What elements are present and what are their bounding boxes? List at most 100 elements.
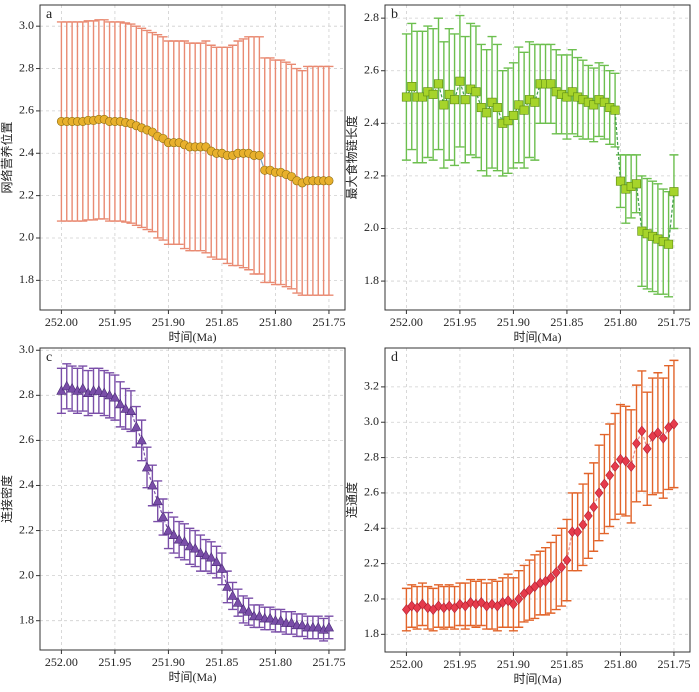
marker (509, 598, 518, 610)
marker (626, 460, 636, 472)
marker (195, 547, 206, 557)
x-tick-label: 251.95 (443, 657, 476, 671)
x-tick-label: 251.85 (205, 315, 238, 329)
x-tick-label: 252.00 (390, 315, 423, 329)
marker (131, 421, 142, 431)
marker (115, 398, 126, 409)
x-tick-label: 251.80 (604, 315, 637, 329)
marker (417, 92, 427, 102)
marker (551, 566, 561, 578)
marker (254, 150, 264, 160)
y-tick-label: 2.8 (364, 10, 379, 24)
x-tick-label: 251.75 (657, 315, 690, 329)
marker (530, 97, 540, 107)
plot-area (385, 5, 690, 310)
y-tick-label: 2.6 (364, 485, 379, 499)
x-tick-label: 251.95 (443, 315, 476, 329)
x-tick-label: 251.80 (259, 315, 292, 329)
marker (434, 79, 444, 89)
marker (286, 617, 297, 627)
marker (460, 95, 470, 105)
x-tick-label: 252.00 (45, 655, 78, 669)
y-axis-label: 连接密度 (0, 475, 14, 523)
panel: 252.00 251.95 251.90 251.85 251.80 251.75 1.8 2… (344, 4, 691, 344)
y-tick-label: 2.2 (364, 168, 379, 182)
marker (99, 387, 110, 397)
y-tick-label: 2.4 (19, 477, 34, 491)
y-tick-label: 2.2 (19, 187, 34, 201)
x-tick-label: 251.80 (604, 657, 637, 671)
x-tick-label: 251.90 (152, 655, 185, 669)
y-tick-label: 2.2 (19, 522, 34, 536)
x-axis-label: 时间(Ma) (169, 330, 217, 344)
x-tick-label: 251.75 (312, 315, 345, 329)
marker (323, 621, 335, 632)
marker (503, 116, 513, 126)
y-tick-label: 2.6 (19, 432, 34, 446)
y-tick-label: 2.8 (19, 60, 34, 74)
marker (567, 87, 577, 97)
marker (174, 533, 185, 544)
marker (168, 529, 179, 539)
plot-area (40, 5, 345, 310)
marker (664, 239, 674, 249)
marker (605, 469, 615, 481)
marker (147, 479, 158, 490)
y-tick-label: 2.8 (19, 387, 34, 401)
marker (637, 425, 647, 437)
panel-label: a (46, 7, 53, 22)
marker (324, 176, 334, 186)
marker (610, 460, 620, 472)
x-tick-label: 251.80 (259, 655, 292, 669)
marker (109, 391, 121, 402)
y-tick-label: 2.6 (364, 62, 379, 76)
plot-frame (384, 347, 691, 653)
marker (599, 97, 609, 107)
marker (514, 100, 524, 110)
marker (632, 437, 641, 449)
marker (562, 554, 572, 566)
marker (615, 176, 625, 186)
y-axis-label: 最大食物链长度 (344, 115, 359, 199)
marker (546, 572, 556, 584)
y-tick-label: 3.0 (19, 18, 34, 32)
marker (61, 380, 72, 391)
marker (492, 103, 502, 113)
x-tick-label: 251.85 (550, 315, 583, 329)
y-tick-label: 2.4 (364, 520, 379, 534)
marker (216, 563, 228, 573)
plot-frame (384, 4, 691, 311)
y-axis-label: 连通度 (344, 482, 359, 518)
panel: 252.00 251.95 251.90 251.85 251.80 251.75 1.8 2… (344, 347, 691, 686)
y-tick-label: 2.2 (364, 555, 379, 569)
marker (439, 100, 449, 110)
plot-area (40, 348, 345, 650)
marker (508, 110, 518, 120)
panel: 252.00 251.95 251.90 251.85 251.80 251.75 1.8 2… (0, 4, 346, 344)
marker (222, 581, 233, 591)
marker (589, 501, 599, 513)
x-tick-label: 251.85 (550, 657, 583, 671)
marker (631, 179, 641, 189)
marker (610, 105, 620, 115)
y-tick-label: 1.8 (364, 626, 379, 640)
marker (136, 434, 147, 445)
y-axis-label: 网络营养位置 (0, 121, 14, 193)
marker (125, 405, 137, 416)
y-tick-label: 2.4 (19, 145, 34, 159)
marker (264, 612, 276, 623)
y-tick-label: 2.4 (364, 115, 379, 129)
marker (77, 382, 88, 393)
marker (238, 603, 249, 614)
x-tick-label: 251.95 (98, 655, 131, 669)
marker (669, 187, 679, 197)
marker (557, 561, 566, 573)
x-axis-label: 时间(Ma) (169, 670, 217, 684)
marker (275, 615, 286, 625)
x-tick-label: 251.75 (657, 657, 690, 671)
y-tick-label: 2.0 (364, 220, 379, 234)
marker (455, 76, 465, 86)
marker (227, 590, 238, 600)
marker (157, 511, 169, 521)
panel: 252.00 251.95 251.90 251.85 251.80 251.75 1.8 2… (0, 342, 346, 684)
